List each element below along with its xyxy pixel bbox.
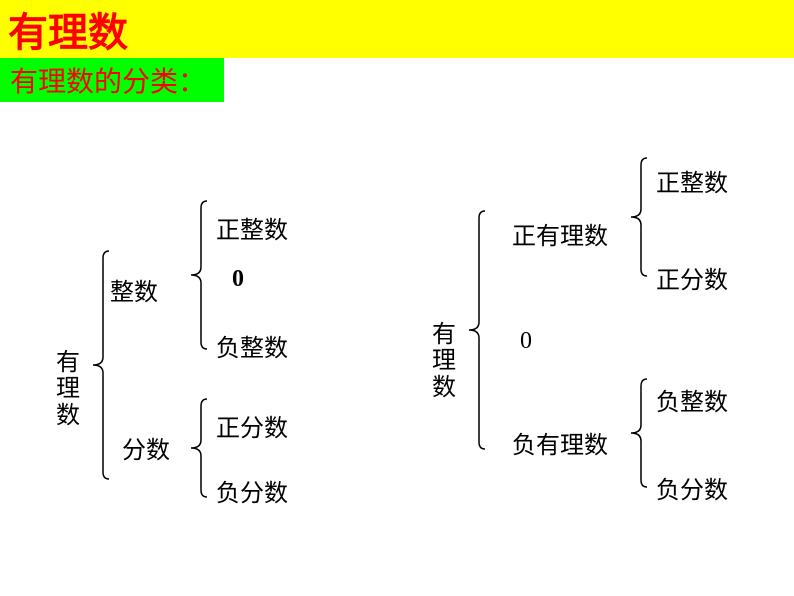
left-fraction: 分数 xyxy=(122,430,170,465)
left-integer: 整数 xyxy=(110,272,158,307)
left-zero: 0 xyxy=(232,266,244,293)
right-posrat: 正有理数 xyxy=(512,216,608,251)
classification-diagram: 有理数 整数 分数 正整数 0 负整数 正分数 负分数 有理数 正有理数 0 负… xyxy=(0,150,794,550)
brace-left-root xyxy=(92,250,110,480)
right-posfrac: 正分数 xyxy=(656,260,728,295)
subtitle-text: 有理数的分类： xyxy=(10,60,206,100)
title-bar: 有理数 xyxy=(0,0,794,58)
page-title: 有理数 xyxy=(8,0,128,58)
left-posfrac: 正分数 xyxy=(216,408,288,443)
left-negint: 负整数 xyxy=(216,328,288,363)
right-root: 有理数 xyxy=(432,322,456,401)
brace-right-root xyxy=(468,210,486,450)
right-negfrac: 负分数 xyxy=(656,470,728,505)
left-root: 有理数 xyxy=(56,350,80,429)
brace-left-fraction xyxy=(190,398,208,498)
left-posint: 正整数 xyxy=(216,210,288,245)
subtitle-bar: 有理数的分类： xyxy=(0,58,224,102)
right-negrat: 负有理数 xyxy=(512,425,608,460)
brace-left-integer xyxy=(190,200,208,350)
left-negfrac: 负分数 xyxy=(216,473,288,508)
right-posint: 正整数 xyxy=(656,163,728,198)
brace-right-negrat xyxy=(630,378,648,488)
right-zero: 0 xyxy=(520,328,532,355)
brace-right-posrat xyxy=(630,157,648,277)
right-negint: 负整数 xyxy=(656,382,728,417)
